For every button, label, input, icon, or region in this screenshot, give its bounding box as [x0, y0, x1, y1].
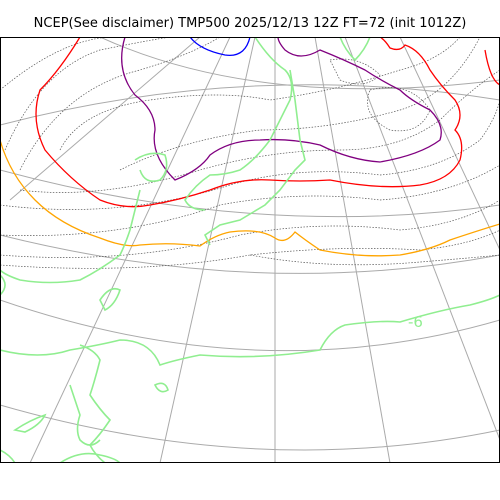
coastline	[153, 382, 169, 393]
coastlines	[0, 37, 500, 463]
height-contour	[0, 199, 500, 258]
coastline	[12, 413, 47, 433]
height-contour	[0, 229, 500, 269]
height-contours	[0, 37, 500, 269]
height-contour	[367, 87, 431, 132]
latitude-arc	[0, 169, 500, 218]
map-canvas: -6	[0, 37, 500, 463]
contour-label: -6	[408, 313, 423, 331]
meridian	[9, 37, 201, 201]
isotherm-purple	[121, 37, 442, 181]
height-contour	[119, 37, 481, 171]
coastline	[339, 37, 371, 62]
meridian	[29, 37, 231, 463]
graticule-meridians	[9, 37, 500, 463]
graticule-latitude-lines	[0, 37, 500, 451]
meridian	[314, 37, 391, 463]
height-contour	[19, 37, 221, 171]
coastline	[203, 69, 306, 246]
coastline	[134, 152, 168, 183]
isotherm-red-small	[484, 49, 500, 86]
height-contour	[0, 99, 500, 210]
isotherm-orange	[0, 139, 500, 257]
isotherm-blue	[189, 37, 251, 57]
latitude-arc	[0, 84, 500, 126]
height-contour	[329, 58, 381, 85]
latitude-arc	[99, 37, 500, 90]
height-contour	[59, 37, 461, 151]
height-contour	[0, 37, 111, 91]
map-frame: -6	[0, 37, 500, 463]
latitude-arc	[0, 404, 500, 451]
meridian	[159, 37, 256, 463]
latitude-arc	[0, 234, 500, 274]
meridian	[399, 37, 500, 251]
height-contour	[4, 37, 171, 151]
height-contour	[0, 164, 500, 236]
coastline	[184, 37, 293, 211]
coastline	[0, 189, 141, 284]
coastline	[0, 449, 16, 463]
height-contour	[19, 69, 500, 193]
isotherm-red	[35, 37, 463, 208]
map-title: NCEP(See disclaimer) TMP500 2025/12/13 1…	[33, 16, 467, 31]
meridian	[344, 37, 500, 441]
coastline	[79, 344, 112, 463]
coastline	[0, 294, 500, 366]
coastline	[0, 274, 6, 296]
latitude-arc	[0, 299, 500, 352]
height-contour	[249, 254, 500, 266]
coastline	[69, 384, 101, 446]
coastline	[59, 452, 121, 463]
coastline	[99, 287, 121, 312]
